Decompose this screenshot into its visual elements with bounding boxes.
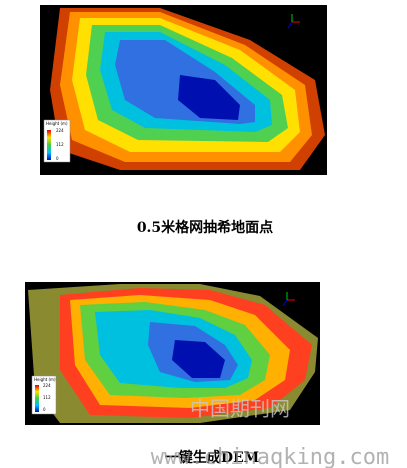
caption: 一键生成DEM bbox=[165, 449, 259, 466]
legend-label: 112 bbox=[43, 395, 51, 400]
legend-title: Height (m) bbox=[46, 121, 68, 126]
watermark: 中国期刊网 bbox=[190, 397, 290, 421]
legend-label: 224 bbox=[56, 128, 64, 133]
watermark: www.chinaqking.com bbox=[151, 445, 389, 468]
figure-1: Height (m) 224 112 0 bbox=[40, 5, 327, 175]
terrain bbox=[172, 340, 225, 378]
terrain bbox=[178, 75, 240, 120]
legend-label: 224 bbox=[43, 383, 51, 388]
legend-colorbar bbox=[35, 385, 39, 412]
legend-colorbar bbox=[47, 130, 51, 160]
legend-label: 112 bbox=[56, 142, 64, 147]
axis-gizmo bbox=[287, 14, 300, 29]
axis-gizmo bbox=[282, 292, 295, 307]
figure-2: Height (m) 224 112 0 bbox=[25, 282, 320, 425]
caption: 0.5米格网抽希地面点 bbox=[137, 219, 273, 236]
legend-label: 0 bbox=[56, 156, 59, 161]
legend-title: Height (m) bbox=[34, 377, 56, 382]
legend-label: 0 bbox=[43, 407, 46, 412]
